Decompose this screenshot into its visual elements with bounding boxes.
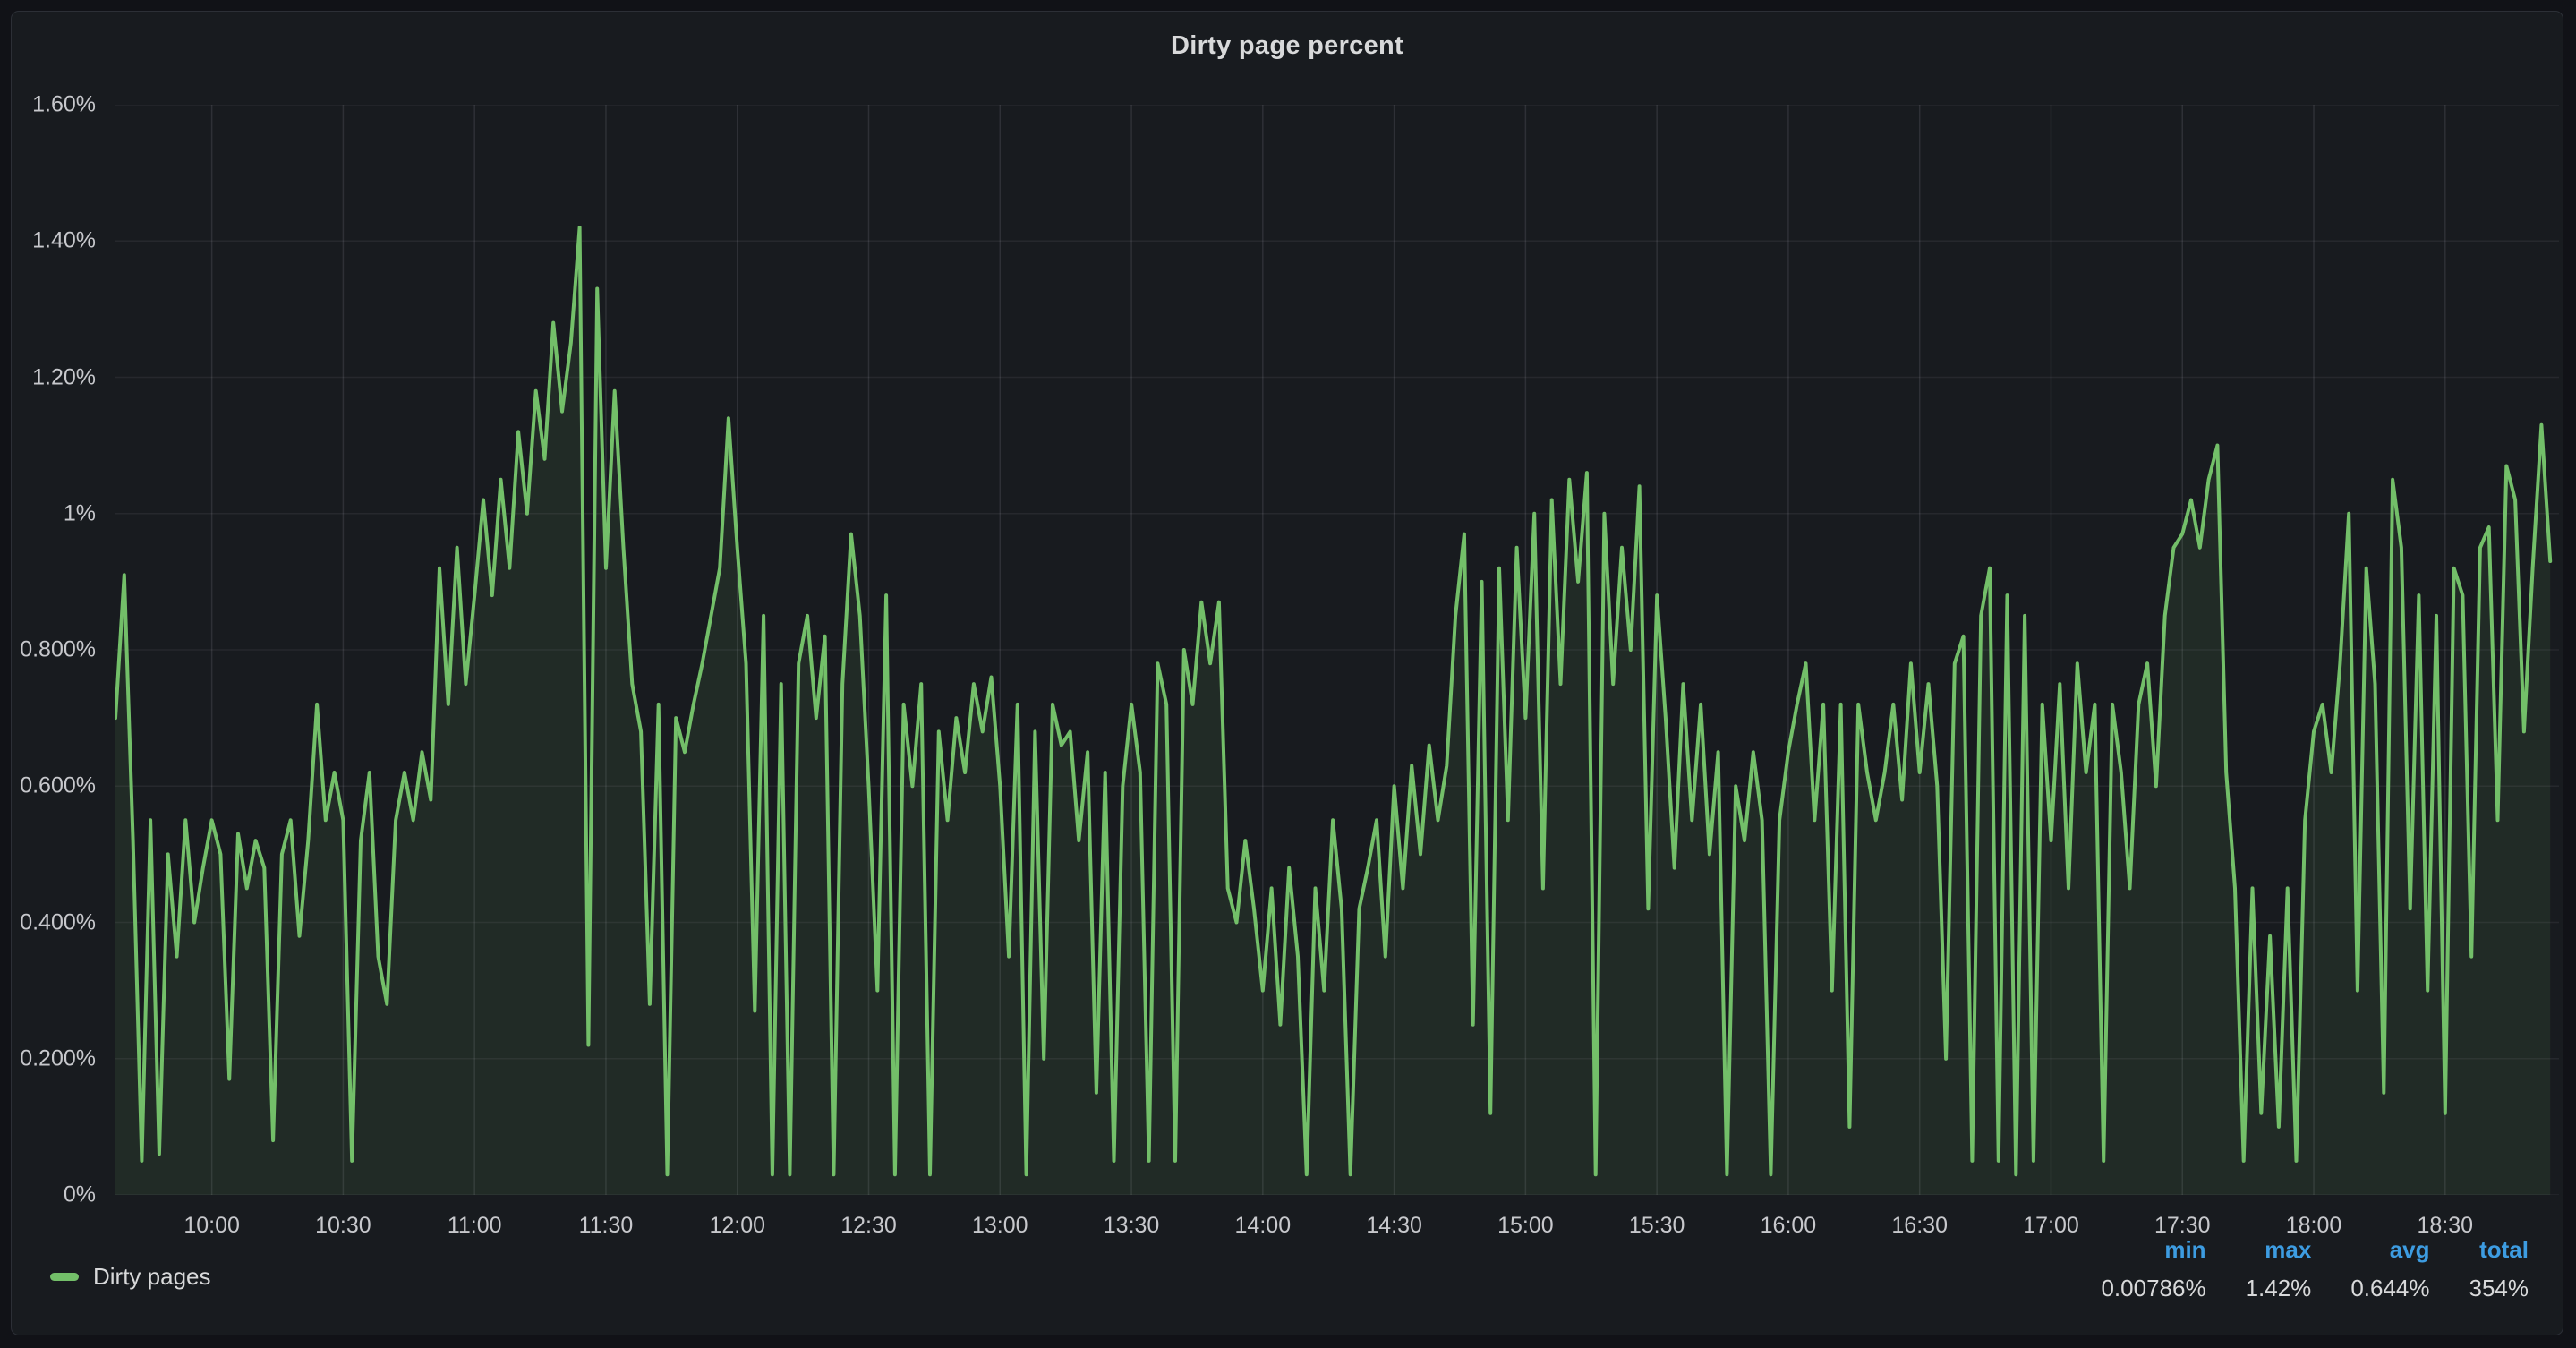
stat-header-max[interactable]: max [2265,1236,2312,1263]
x-tick-label: 14:00 [1234,1213,1292,1238]
legend-stats: min 0.00786% max 1.42% avg 0.644% total 354% [2101,1236,2529,1302]
x-tick-label: 11:00 [447,1213,502,1238]
y-tick-label: 1% [63,500,96,526]
y-axis: 0% 0.200% 0.400% 0.600% 0.800% 1% 1.20% 1.40% 1.… [12,92,101,1207]
stat-value-avg: 0.644% [2350,1275,2430,1301]
y-tick-label: 0.600% [20,772,96,798]
panel-title[interactable]: Dirty page percent [1170,30,1404,60]
x-tick-label: 10:30 [315,1213,371,1238]
stat-column-total: total 354% [2469,1236,2529,1302]
x-axis: 10:00 10:30 11:00 11:30 12:00 12:30 13:00 13:30… [115,1206,2559,1245]
x-tick-label: 10:00 [183,1213,240,1238]
x-tick-label: 12:00 [709,1213,765,1238]
x-tick-label: 14:30 [1366,1213,1422,1238]
series-line [115,226,2553,1177]
y-tick-label: 0.800% [20,636,96,662]
stat-column-max: max 1.42% [2246,1236,2312,1302]
time-series-plot [115,105,2559,1195]
y-tick-label: 0% [63,1182,96,1207]
legend-footer: Dirty pages min 0.00786% max 1.42% avg 0.644%… [12,1236,2563,1335]
chart-canvas[interactable] [115,105,2559,1195]
x-tick-label: 16:00 [1760,1213,1817,1238]
x-tick-label: 13:00 [971,1213,1028,1238]
x-tick-label: 18:30 [2417,1213,2474,1238]
y-tick-label: 0.200% [20,1045,96,1071]
x-tick-label: 15:00 [1497,1213,1554,1238]
y-tick-label: 0.400% [20,909,96,934]
stat-column-avg: avg 0.644% [2350,1236,2429,1302]
x-tick-label: 12:30 [840,1213,897,1238]
stat-value-min: 0.00786% [2101,1275,2206,1301]
panel-header: Dirty page percent [12,12,2563,80]
x-tick-label: 15:30 [1628,1213,1685,1238]
y-tick-label: 1.40% [32,227,96,253]
legend-label: Dirty pages [93,1263,211,1290]
y-tick-label: 1.20% [32,364,96,389]
stat-header-min[interactable]: min [2164,1236,2206,1263]
stat-header-total[interactable]: total [2479,1236,2529,1263]
series-area [115,227,2551,1195]
stat-header-avg[interactable]: avg [2389,1236,2430,1263]
stat-value-total: 354% [2469,1275,2529,1301]
x-tick-label: 16:30 [1891,1213,1948,1238]
legend-item-dirty-pages[interactable]: Dirty pages [50,1263,211,1291]
stat-column-min: min 0.00786% [2101,1236,2205,1302]
x-tick-label: 11:30 [578,1213,634,1238]
grafana-panel: Dirty page percent 0% 0.200% 0.400% 0.600% 0… [11,11,2563,1335]
stat-value-max: 1.42% [2245,1275,2312,1301]
x-tick-label: 17:00 [2023,1213,2079,1238]
y-tick-label: 1.60% [32,91,96,117]
x-tick-label: 18:00 [2285,1213,2342,1238]
x-tick-label: 17:30 [2154,1213,2211,1238]
series-color-swatch [50,1273,79,1281]
x-tick-label: 13:30 [1103,1213,1160,1238]
